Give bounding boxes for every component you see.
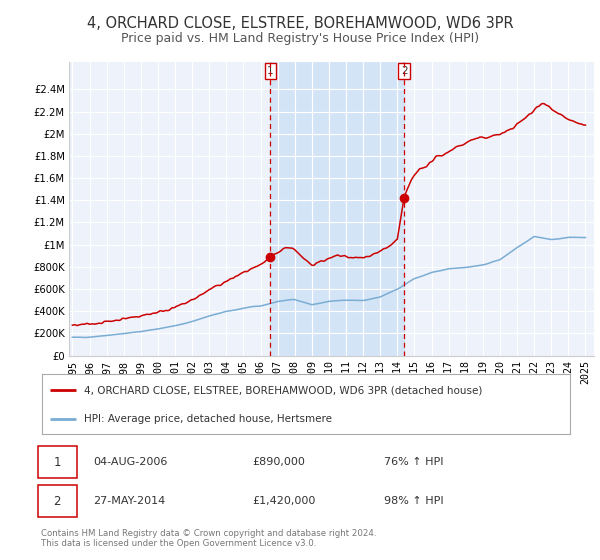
Text: 1: 1: [53, 455, 61, 469]
Text: 76% ↑ HPI: 76% ↑ HPI: [384, 457, 443, 467]
Text: 4, ORCHARD CLOSE, ELSTREE, BOREHAMWOOD, WD6 3PR (detached house): 4, ORCHARD CLOSE, ELSTREE, BOREHAMWOOD, …: [84, 385, 482, 395]
Text: £890,000: £890,000: [252, 457, 305, 467]
Bar: [271, 62, 404, 356]
Text: HPI: Average price, detached house, Hertsmere: HPI: Average price, detached house, Hert…: [84, 414, 332, 424]
Text: 4, ORCHARD CLOSE, ELSTREE, BOREHAMWOOD, WD6 3PR: 4, ORCHARD CLOSE, ELSTREE, BOREHAMWOOD, …: [86, 16, 514, 31]
Text: 27-MAY-2014: 27-MAY-2014: [93, 496, 165, 506]
Text: 2: 2: [401, 66, 407, 76]
Text: This data is licensed under the Open Government Licence v3.0.: This data is licensed under the Open Gov…: [41, 539, 316, 548]
Text: £1,420,000: £1,420,000: [252, 496, 316, 506]
Text: Contains HM Land Registry data © Crown copyright and database right 2024.: Contains HM Land Registry data © Crown c…: [41, 529, 376, 538]
Text: Price paid vs. HM Land Registry's House Price Index (HPI): Price paid vs. HM Land Registry's House …: [121, 32, 479, 45]
Text: 1: 1: [267, 66, 274, 76]
Text: 98% ↑ HPI: 98% ↑ HPI: [384, 496, 443, 506]
Text: 04-AUG-2006: 04-AUG-2006: [93, 457, 167, 467]
Text: 2: 2: [53, 494, 61, 508]
